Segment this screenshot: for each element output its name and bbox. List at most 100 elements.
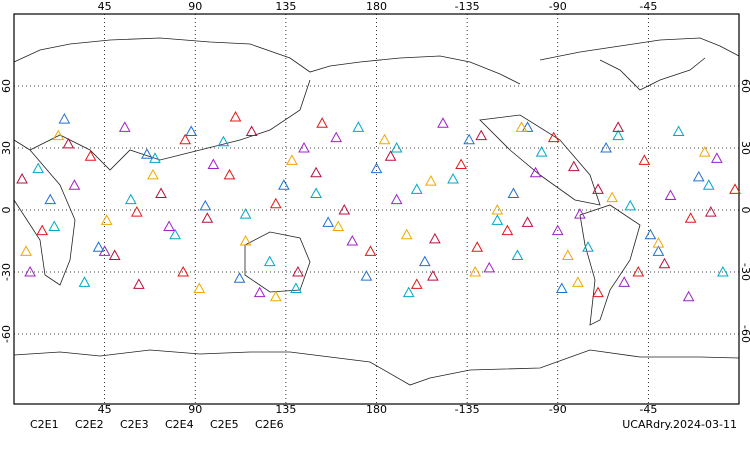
y-tick-label: 30 (0, 141, 13, 155)
triangle-marker (108, 249, 121, 260)
triangle-marker (201, 212, 214, 223)
triangle-marker (574, 208, 586, 219)
triangle-marker (612, 121, 625, 132)
triangle-marker (177, 265, 190, 277)
x-tick-label: 90 (188, 403, 202, 416)
triangle-marker (638, 154, 651, 165)
triangle-marker (199, 199, 212, 211)
triangle-marker (133, 278, 145, 289)
triangle-marker (511, 249, 524, 260)
triangle-marker (555, 282, 568, 294)
triangle-marker (658, 257, 671, 269)
triangle-marker (155, 187, 167, 198)
triangle-marker (58, 113, 71, 124)
triangle-marker (469, 265, 482, 277)
triangle-marker (427, 270, 439, 281)
triangle-marker (253, 286, 266, 298)
triangle-marker (418, 255, 431, 267)
triangle-marker (141, 148, 153, 159)
triangle-marker (547, 131, 560, 143)
triangle-marker (269, 290, 282, 302)
triangle-marker (684, 212, 697, 223)
triangle-marker (632, 265, 645, 277)
triangle-marker (692, 170, 705, 182)
triangle-marker (429, 232, 441, 244)
triangle-marker (652, 237, 665, 248)
triangle-marker (92, 241, 105, 252)
triangle-marker (410, 278, 423, 289)
y-tick-label: 60 (739, 79, 750, 93)
triangle-marker (332, 220, 345, 232)
triangle-marker (618, 276, 631, 287)
triangle-marker (529, 166, 542, 178)
triangle-marker (149, 152, 161, 163)
triangle-marker (535, 146, 548, 157)
triangle-marker (572, 276, 584, 287)
triangle-marker (729, 183, 741, 194)
x-tick-label: -45 (639, 0, 657, 13)
triangle-marker (352, 121, 365, 132)
triangle-marker (316, 117, 328, 128)
triangle-marker (612, 129, 625, 141)
triangle-marker (384, 150, 397, 161)
x-tick-label: 135 (275, 403, 296, 416)
triangle-marker (217, 135, 230, 147)
triangle-marker (292, 265, 304, 277)
triangle-marker (710, 152, 723, 163)
triangle-marker (568, 160, 580, 172)
triangle-marker (475, 129, 488, 141)
triangle-marker (425, 175, 437, 186)
triangle-marker (455, 158, 467, 170)
map-frame (13, 13, 740, 405)
triangle-marker (378, 133, 391, 145)
triangle-marker (364, 245, 377, 256)
triangle-marker (32, 162, 45, 174)
triangle-marker (278, 179, 290, 190)
x-tick-label: -90 (549, 0, 567, 13)
triangle-marker (338, 203, 351, 215)
triangle-marker (521, 216, 534, 227)
legend-label: C2E6 (255, 418, 284, 431)
triangle-marker (561, 249, 574, 260)
triangle-marker (239, 234, 252, 246)
triangle-marker (592, 183, 604, 194)
triangle-marker (644, 228, 657, 240)
triangle-marker (290, 282, 302, 294)
triangle-marker (78, 276, 91, 287)
legend-label: C2E3 (120, 418, 149, 431)
triangle-marker (582, 241, 594, 252)
triangle-marker (702, 179, 715, 190)
triangle-marker (124, 193, 137, 205)
x-tick-label: 45 (98, 403, 112, 416)
x-tick-label: 180 (366, 403, 387, 416)
triangle-marker (62, 137, 75, 149)
triangle-marker (672, 125, 685, 136)
triangle-marker (229, 110, 242, 122)
triangle-marker (501, 224, 514, 236)
x-tick-label: 45 (98, 0, 112, 13)
triangle-marker (84, 150, 97, 161)
triangle-marker (346, 234, 359, 246)
triangle-marker (491, 214, 504, 225)
y-tick-label: -60 (0, 325, 13, 343)
legend-label: C2E2 (75, 418, 104, 431)
triangle-marker (717, 265, 729, 277)
y-tick-label: 0 (739, 207, 750, 214)
triangle-marker (652, 245, 665, 256)
triangle-marker (491, 203, 504, 215)
triangle-marker (147, 168, 159, 180)
legend-label: C2E4 (165, 418, 194, 431)
triangle-marker (310, 166, 322, 178)
triangle-marker (298, 141, 310, 153)
triangle-marker (269, 197, 282, 209)
y-tick-label: 60 (0, 79, 13, 93)
triangle-marker (233, 272, 246, 283)
triangle-marker (163, 220, 175, 232)
triangle-marker (52, 129, 65, 141)
triangle-marker (130, 206, 143, 217)
triangle-marker (600, 141, 612, 153)
triangle-marker (483, 261, 496, 273)
triangle-marker (664, 189, 677, 201)
triangle-marker (360, 270, 373, 281)
y-tick-label: -30 (0, 263, 13, 281)
